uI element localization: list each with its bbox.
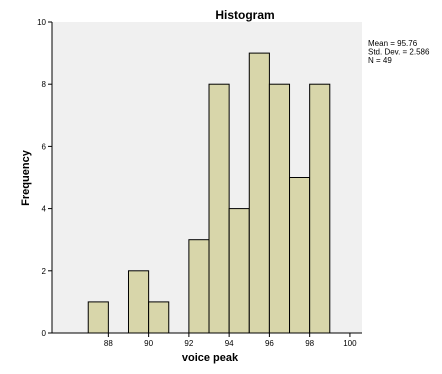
histogram-bar-6 (208, 83, 230, 334)
y-tick-label: 8 (42, 80, 47, 89)
x-axis-title: voice peak (182, 352, 239, 364)
chart-title: Histogram (215, 8, 274, 22)
x-tick-label: 94 (225, 339, 234, 348)
x-tick-label: 88 (104, 339, 113, 348)
y-tick-label: 4 (42, 205, 47, 214)
histogram-bar-0 (87, 301, 109, 334)
histogram-bar-3 (148, 301, 170, 334)
stat-line: Std. Dev. = 2.586 (368, 48, 430, 57)
y-tick-label: 6 (42, 142, 47, 151)
x-tick-label: 96 (265, 339, 274, 348)
x-tick-label: 100 (343, 339, 357, 348)
stat-line: N = 49 (368, 56, 392, 65)
x-tick-label: 90 (144, 339, 153, 348)
histogram-bar-10 (289, 177, 311, 334)
bars-group (87, 52, 331, 334)
histogram-bar-8 (248, 52, 270, 334)
histogram-bar-11 (309, 83, 331, 334)
x-tick-label: 92 (184, 339, 193, 348)
y-tick-label: 10 (37, 18, 46, 27)
histogram-bar-9 (268, 83, 291, 334)
x-tick-label: 98 (305, 339, 314, 348)
histogram-bar-2 (127, 270, 150, 334)
histogram-bar-5 (188, 239, 210, 334)
y-tick-label: 0 (42, 329, 47, 338)
y-tick-label: 2 (42, 267, 47, 276)
axes-group: 0 2 4 6 8 10 88 90 92 94 96 98 100 (37, 18, 362, 348)
y-axis-title: Frequency (20, 149, 32, 206)
stat-line: Mean = 95.76 (368, 39, 418, 48)
histogram-bar-7 (228, 208, 250, 334)
